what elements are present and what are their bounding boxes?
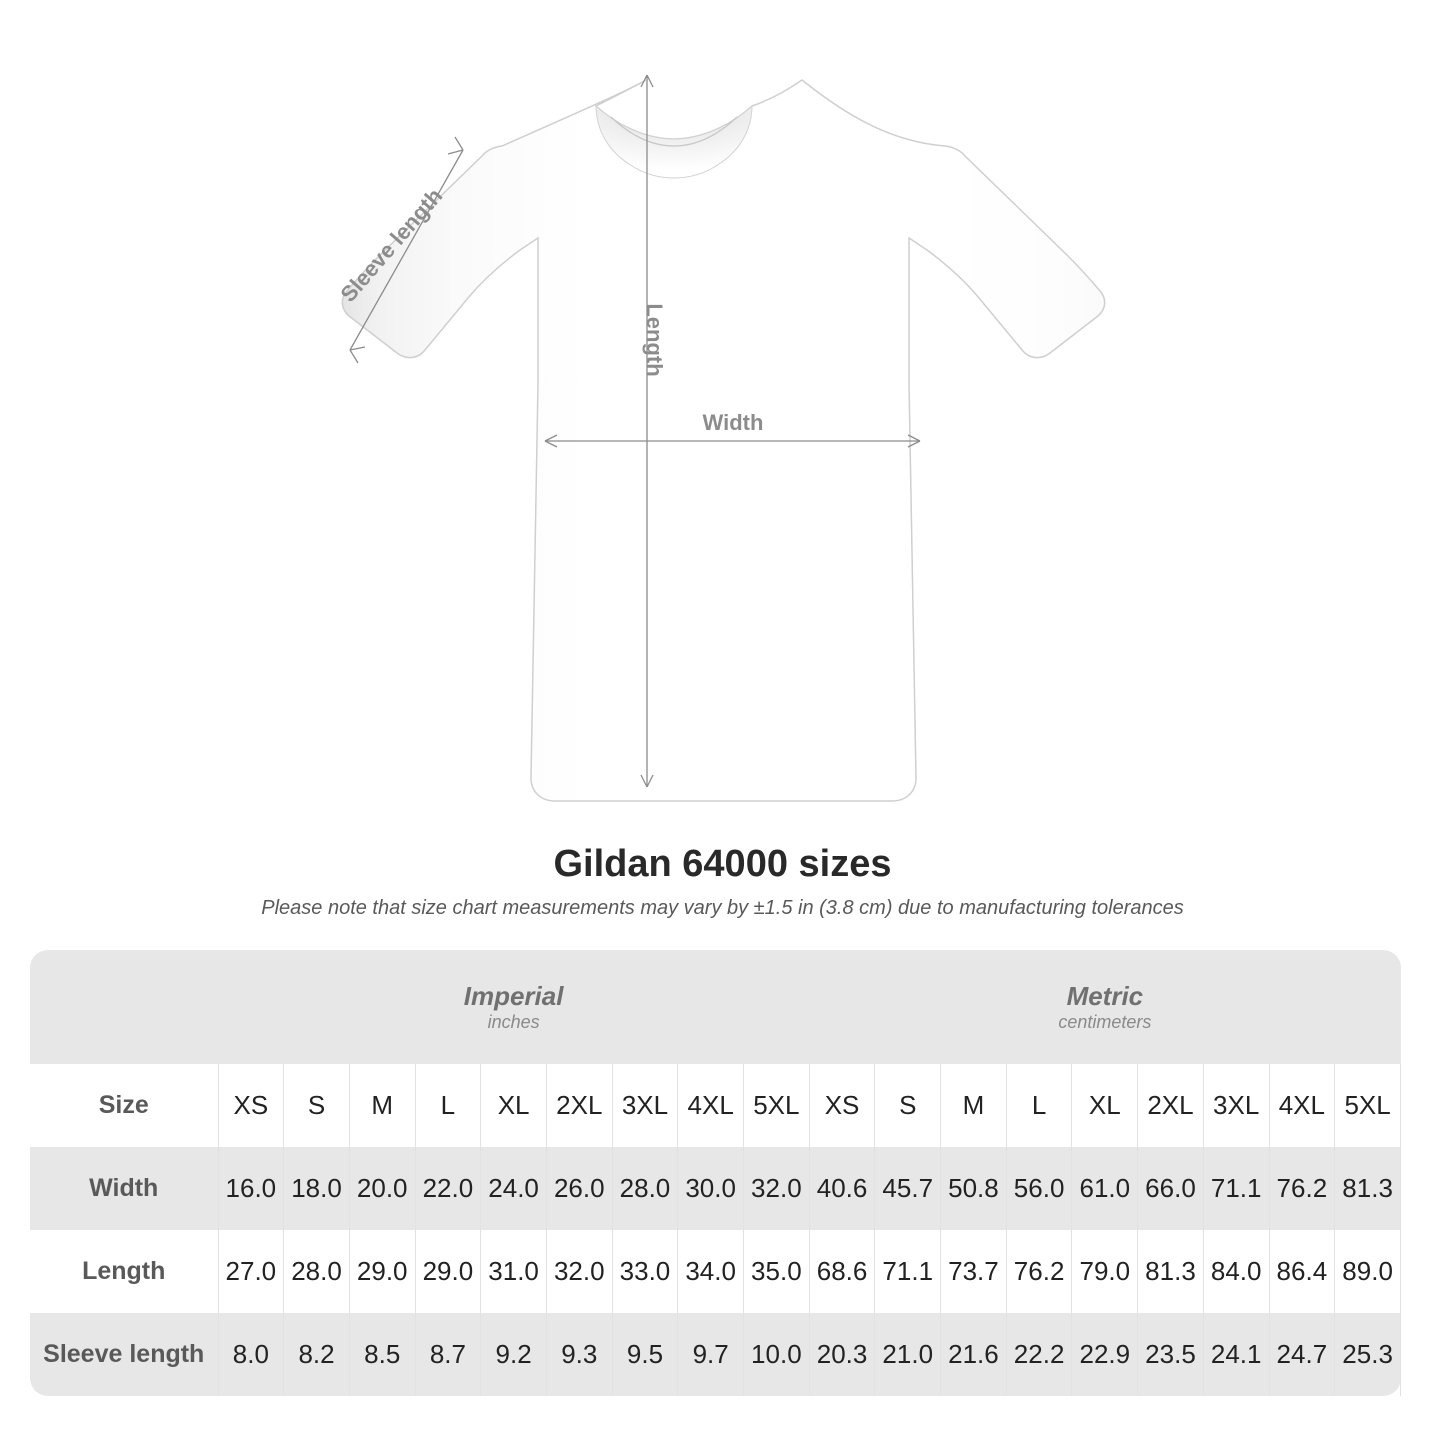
svg-text:Length: Length xyxy=(642,303,667,376)
svg-text:Width: Width xyxy=(703,410,764,435)
